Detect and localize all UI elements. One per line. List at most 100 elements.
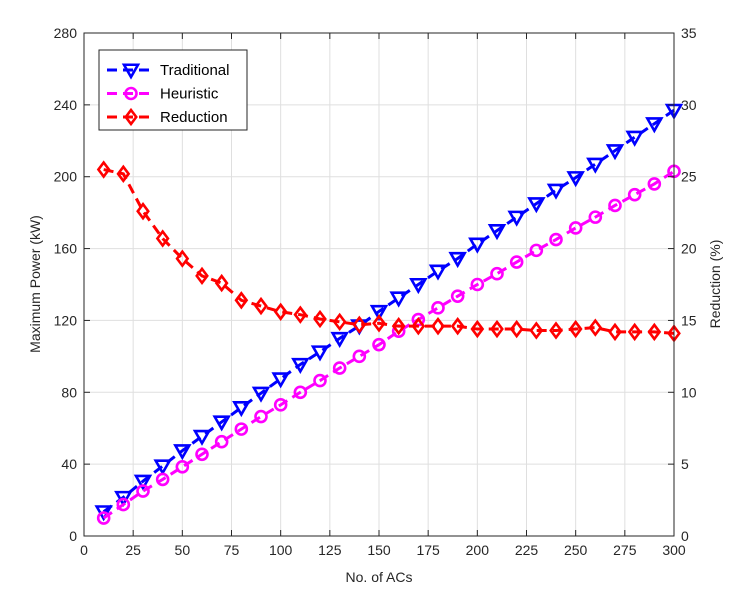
series-reduction — [96, 160, 681, 343]
point-traditional — [625, 130, 644, 147]
point-reduction — [372, 314, 386, 333]
point-heuristic — [195, 447, 209, 462]
point-reduction — [450, 317, 465, 336]
point-reduction — [608, 322, 622, 342]
point-reduction — [332, 312, 347, 332]
point-reduction — [96, 160, 111, 179]
y-tick-label: 120 — [54, 312, 78, 328]
x-tick-label: 100 — [269, 542, 293, 558]
y2-tick-label: 20 — [681, 241, 697, 257]
point-traditional — [251, 386, 271, 403]
point-traditional — [645, 117, 664, 134]
point-reduction — [490, 319, 504, 339]
legend-label-heuristic: Heuristic — [160, 86, 219, 103]
point-traditional — [212, 415, 231, 432]
x-tick-label: 50 — [175, 542, 191, 558]
point-reduction — [529, 321, 544, 340]
point-reduction — [155, 229, 170, 248]
point-reduction — [136, 202, 150, 221]
point-reduction — [313, 309, 327, 329]
point-traditional — [173, 444, 192, 461]
point-heuristic — [234, 422, 249, 436]
point-heuristic — [273, 398, 288, 412]
point-reduction — [254, 296, 268, 316]
series-layer — [94, 103, 684, 525]
y2-tick-label: 5 — [681, 456, 689, 472]
y2-axis-label: Reduction (%) — [707, 240, 723, 329]
point-heuristic — [96, 511, 111, 525]
y-tick-label: 160 — [54, 241, 78, 257]
point-reduction — [195, 266, 209, 286]
y2-tick-label: 30 — [681, 97, 697, 113]
y-axis-label: Maximum Power (kW) — [27, 215, 43, 353]
y-tick-label: 40 — [61, 456, 77, 472]
point-heuristic — [136, 484, 150, 498]
y2-tick-label: 10 — [681, 384, 697, 400]
point-heuristic — [470, 277, 485, 292]
point-reduction — [470, 319, 485, 339]
y-tick-label: 80 — [61, 384, 77, 400]
point-traditional — [310, 345, 330, 362]
y-tick-label: 0 — [69, 528, 77, 544]
x-tick-label: 300 — [662, 542, 686, 558]
point-traditional — [192, 429, 212, 446]
y-tick-label: 240 — [54, 97, 78, 113]
point-heuristic — [490, 266, 504, 281]
point-traditional — [291, 357, 310, 375]
series-traditional — [94, 103, 684, 522]
point-heuristic — [175, 460, 190, 474]
point-heuristic — [372, 337, 386, 352]
point-heuristic — [608, 198, 622, 213]
point-traditional — [487, 224, 507, 241]
y-tick-label: 280 — [54, 25, 78, 41]
x-tick-label: 275 — [613, 542, 637, 558]
point-reduction — [549, 321, 563, 340]
point-traditional — [507, 210, 526, 227]
point-traditional — [330, 331, 349, 349]
point-heuristic — [568, 221, 583, 235]
point-heuristic — [529, 243, 544, 258]
point-traditional — [586, 157, 605, 174]
point-traditional — [389, 291, 408, 308]
x-tick-label: 0 — [80, 542, 88, 558]
ticks: 0 25 50 75 100 125 150 175 200 225 250 275 300040801… — [54, 25, 697, 558]
point-reduction — [411, 317, 426, 336]
point-heuristic — [450, 289, 465, 303]
legend-label-traditional: Traditional — [160, 62, 229, 79]
y2-tick-label: 0 — [681, 528, 689, 544]
point-traditional — [428, 264, 448, 281]
x-axis-label: No. of ACs — [346, 569, 413, 585]
y2-tick-label: 15 — [681, 312, 697, 328]
y-tick-label: 200 — [54, 169, 78, 185]
point-traditional — [527, 197, 546, 214]
point-reduction — [568, 319, 583, 339]
point-reduction — [234, 291, 249, 310]
point-traditional — [448, 251, 467, 269]
point-traditional — [114, 490, 133, 507]
legend-marker-heuristic — [124, 86, 138, 101]
point-traditional — [133, 474, 153, 491]
point-reduction — [116, 164, 131, 184]
point-traditional — [468, 237, 487, 254]
point-reduction — [509, 319, 524, 339]
series-line-heuristic — [102, 170, 675, 520]
point-heuristic — [549, 232, 563, 247]
point-traditional — [409, 277, 428, 295]
x-tick-label: 75 — [224, 542, 240, 558]
legend-label-reduction: Reduction — [160, 109, 228, 126]
legend: Traditional Heuristic Reduction — [98, 49, 248, 131]
point-reduction — [293, 305, 308, 324]
y2-tick-label: 35 — [681, 25, 697, 41]
point-reduction — [273, 302, 288, 321]
point-reduction — [588, 318, 603, 337]
point-reduction — [214, 273, 229, 293]
point-heuristic — [627, 187, 642, 202]
point-reduction — [352, 315, 367, 334]
point-reduction — [627, 322, 642, 342]
point-heuristic — [214, 434, 229, 449]
point-heuristic — [332, 361, 347, 375]
point-traditional — [369, 304, 389, 322]
point-traditional — [271, 372, 290, 389]
point-heuristic — [254, 409, 268, 424]
